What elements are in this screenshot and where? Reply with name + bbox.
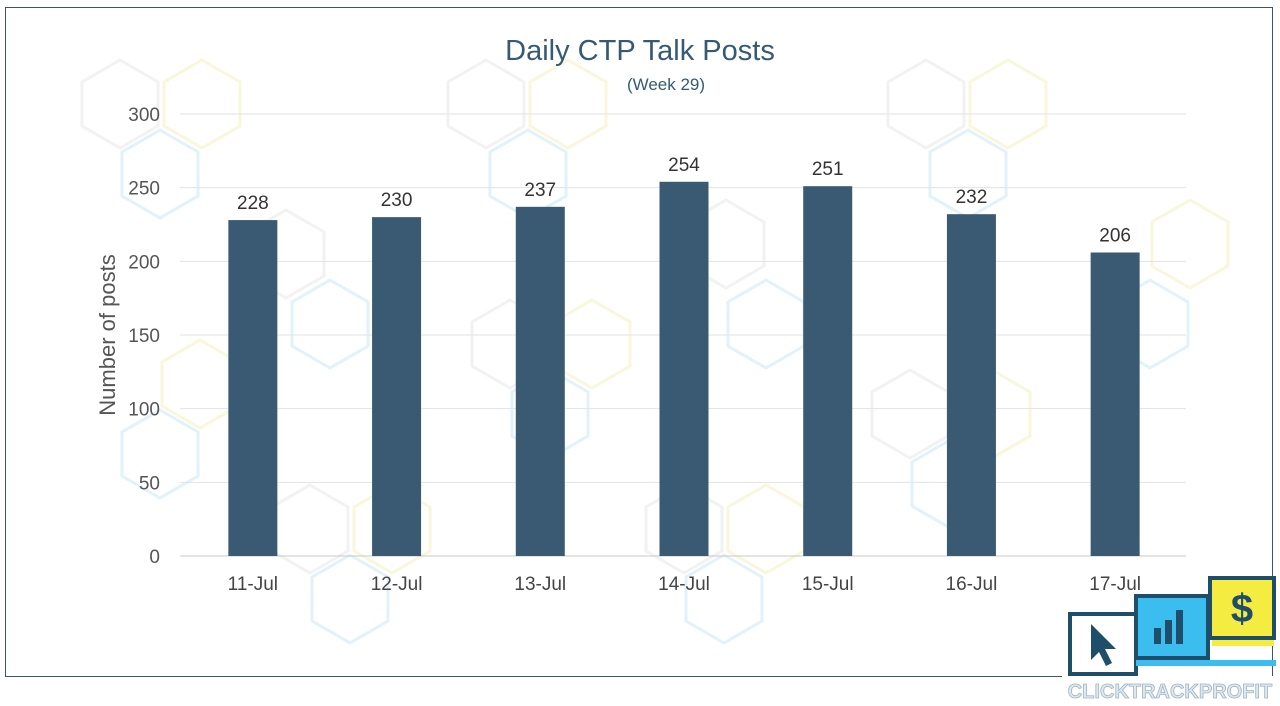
x-tick-label: 12-Jul — [371, 574, 423, 595]
x-tick-label: 16-Jul — [946, 574, 998, 595]
chart-title: Daily CTP Talk Posts — [505, 35, 775, 67]
bar — [659, 181, 709, 557]
y-tick-label: 250 — [128, 179, 160, 200]
chart-subtitle: (Week 29) — [626, 75, 706, 94]
bar — [372, 217, 422, 556]
chart-frame — [5, 7, 1273, 677]
bar — [803, 186, 853, 556]
y-tick-label: 0 — [149, 547, 160, 568]
x-tick-label: 11-Jul — [228, 574, 278, 595]
data-label: 232 — [956, 187, 988, 208]
bar — [228, 220, 278, 556]
y-tick-label: 150 — [128, 326, 160, 347]
x-tick-label: 17-Jul — [1089, 574, 1141, 595]
data-label: 228 — [237, 193, 269, 214]
data-label: 251 — [812, 159, 844, 180]
brand-text: CLICKTRACKPROFIT — [1068, 681, 1272, 703]
data-label: 237 — [524, 180, 556, 201]
x-tick-label: 13-Jul — [514, 574, 566, 595]
bar — [515, 206, 565, 556]
data-label: 230 — [381, 190, 413, 211]
data-label: 206 — [1099, 225, 1131, 246]
dollar-icon: $ — [1231, 587, 1253, 631]
y-tick-label: 300 — [128, 105, 160, 126]
x-tick-label: 15-Jul — [802, 574, 854, 595]
x-tick-label: 14-Jul — [658, 574, 710, 595]
y-tick-label: 50 — [139, 473, 160, 494]
bar — [946, 214, 996, 557]
svg-text:$: $ — [1231, 587, 1253, 631]
bar — [1090, 252, 1140, 556]
cursor-icon — [1091, 624, 1116, 666]
bar-chart-icon — [1154, 610, 1183, 644]
y-tick-label: 100 — [128, 400, 160, 421]
brand-logo: $ CLICKTRACKPROFIT — [1062, 576, 1280, 706]
data-label: 254 — [668, 155, 700, 176]
y-tick-label: 200 — [128, 252, 160, 273]
